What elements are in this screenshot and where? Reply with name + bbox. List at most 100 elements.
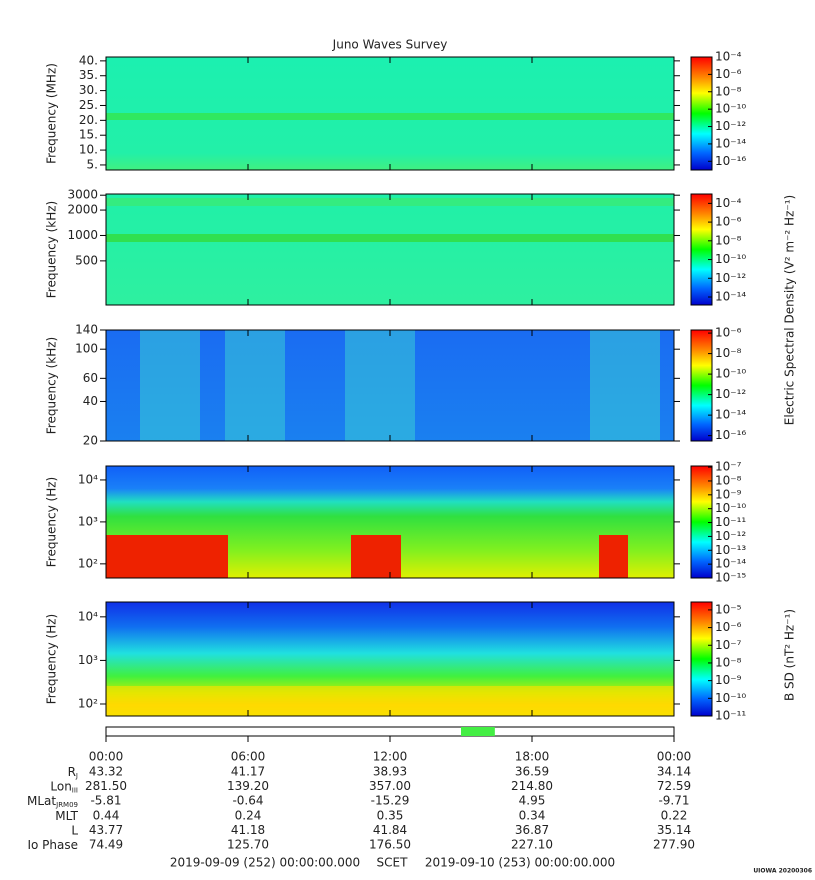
ephemeris-value: 227.10 (511, 838, 553, 852)
burst (590, 330, 660, 441)
colorbar-tick-label: 10⁻¹² (715, 271, 746, 285)
ephemeris-label: Io Phase (27, 838, 78, 852)
x-tick-label: 00:00 (657, 750, 692, 764)
label-subscript: J (75, 772, 78, 780)
colorbar-tick-label: 10⁻⁵ (715, 602, 742, 616)
colorbar-tick-label: 10⁻¹⁰ (715, 691, 746, 705)
ephemeris-value: 74.49 (89, 838, 123, 852)
colorbar-tick-label: 10⁻⁸ (715, 346, 742, 360)
colorbar-tick-label: 10⁻⁶ (715, 67, 742, 81)
y-axis-label: Frequency (Hz) (45, 614, 59, 705)
ephemeris-label: MLatJRM09 (27, 794, 78, 810)
ephemeris-value: 125.70 (227, 838, 269, 852)
y-tick-label: 10² (78, 696, 98, 710)
colorbar (690, 193, 713, 306)
colorbar-tick-label: 10⁻¹⁴ (715, 557, 746, 571)
label-text: Lon (50, 779, 71, 793)
mode-bar-frame (105, 726, 675, 737)
colorbar-tick-label: 10⁻⁸ (715, 233, 742, 247)
y-tick-label: 100 (75, 342, 98, 356)
colorbar (690, 56, 713, 171)
ephemeris-value: 0.35 (377, 808, 404, 822)
burst (140, 330, 200, 441)
ephemeris-value: 139.20 (227, 779, 269, 793)
colorbar-tick-label: 10⁻⁶ (715, 215, 742, 229)
footer-middle: SCET (377, 856, 409, 870)
burst (225, 330, 285, 441)
colorbar-tick-label: 10⁻⁷ (715, 638, 742, 652)
y-tick-label: 10³ (78, 514, 98, 528)
ephemeris-value: 277.90 (653, 838, 695, 852)
y-tick-label: 500 (75, 253, 98, 267)
burst (106, 535, 228, 578)
burst (599, 535, 628, 578)
colorbar-tick-label: 10⁻⁴ (715, 50, 742, 64)
ephemeris-value: -0.64 (232, 794, 263, 808)
colorbar-tick-label: 10⁻⁸ (715, 655, 742, 669)
colorbar-tick-label: 10⁻¹⁰ (715, 102, 746, 116)
x-tick-label: 00:00 (89, 750, 124, 764)
band (106, 234, 674, 242)
colorbar-tick-label: 10⁻¹⁴ (715, 290, 746, 304)
ephemeris-value: 43.32 (89, 765, 123, 779)
y-tick-label: 3000 (67, 188, 98, 202)
y-tick-label: 20. (79, 113, 98, 127)
y-tick-label: 15. (79, 128, 98, 142)
colorbar-tick-label: 10⁻¹¹ (715, 515, 746, 529)
y-axis-label: Frequency (MHz) (45, 63, 59, 164)
y-tick-label: 30. (79, 83, 98, 97)
ephemeris-value: 214.80 (511, 779, 553, 793)
ephemeris-value: 41.17 (231, 765, 265, 779)
ephemeris-value: 41.18 (231, 823, 265, 837)
y-tick-label: 40 (83, 394, 98, 408)
watermark: UIOWA 20200306 (753, 868, 812, 875)
label-subscript: JRM09 (55, 801, 78, 809)
colorbar-label: B SD (nT² Hz⁻¹) (783, 609, 797, 701)
ephemeris-value: 38.93 (373, 765, 407, 779)
y-tick-label: 20 (83, 434, 98, 448)
y-tick-label: 2000 (67, 203, 98, 217)
spectrogram (106, 330, 674, 441)
x-tick-label: 18:00 (515, 750, 550, 764)
ephemeris-label: MLT (55, 808, 78, 822)
y-tick-label: 35. (79, 68, 98, 82)
ephemeris-label: LonIII (50, 779, 78, 795)
ephemeris-value: 36.59 (515, 765, 549, 779)
colorbar-tick-label: 10⁻¹⁶ (715, 428, 746, 442)
ephemeris-value: 43.77 (89, 823, 123, 837)
colorbar-tick-label: 10⁻⁴ (715, 196, 742, 210)
colorbar (690, 329, 713, 442)
colorbar-tick-label: 10⁻¹⁴ (715, 136, 746, 150)
colorbar (690, 465, 713, 579)
ephemeris-value: 176.50 (369, 838, 411, 852)
footer-start: 2019-09-09 (252) 00:00:00.000 (170, 856, 360, 870)
y-tick-label: 1000 (67, 228, 98, 242)
colorbar-tick-label: 10⁻¹⁵ (715, 571, 746, 585)
colorbar-tick-label: 10⁻⁶ (715, 326, 742, 340)
ephemeris-value: 0.34 (519, 808, 546, 822)
ephemeris-value: 36.87 (515, 823, 549, 837)
colorbar-tick-label: 10⁻¹¹ (715, 709, 746, 723)
ephemeris-value: 0.24 (235, 808, 262, 822)
band (106, 198, 674, 206)
y-axis-label: Frequency (kHz) (45, 201, 59, 298)
y-tick-label: 10. (79, 143, 98, 157)
x-tick-label: 12:00 (373, 750, 408, 764)
colorbar-tick-label: 10⁻¹³ (715, 543, 746, 557)
ephemeris-value: -15.29 (371, 794, 410, 808)
label-text: MLT (55, 808, 78, 822)
y-tick-label: 10⁴ (78, 472, 98, 486)
y-tick-label: 140 (75, 323, 98, 337)
ephemeris-value: 4.95 (519, 794, 546, 808)
ephemeris-value: 34.14 (657, 765, 691, 779)
ephemeris-value: 0.44 (93, 808, 120, 822)
ephemeris-label: L (71, 823, 78, 837)
label-subscript: III (72, 787, 78, 795)
label-text: L (71, 823, 78, 837)
ephemeris-value: 281.50 (85, 779, 127, 793)
colorbar-tick-label: 10⁻¹⁴ (715, 408, 746, 422)
ephemeris-value: 357.00 (369, 779, 411, 793)
colorbar-tick-label: 10⁻¹⁶ (715, 154, 746, 168)
colorbar-tick-label: 10⁻⁸ (715, 473, 742, 487)
